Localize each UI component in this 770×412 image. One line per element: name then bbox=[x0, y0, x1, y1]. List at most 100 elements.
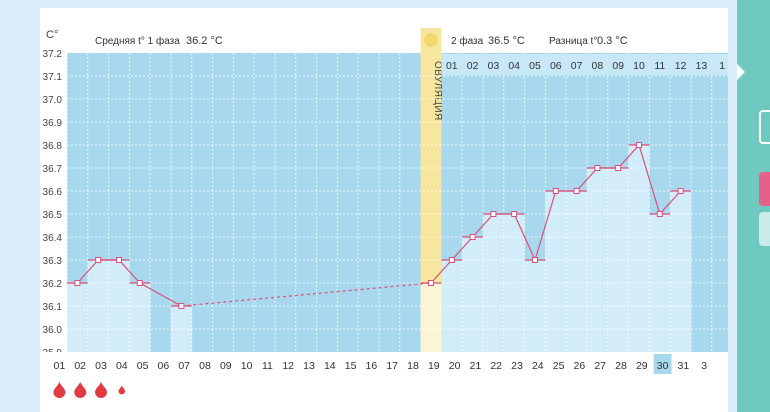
diff-value: 0.3 °C bbox=[597, 35, 628, 47]
temperature-point bbox=[116, 257, 122, 263]
x-tick-label: 11 bbox=[262, 360, 273, 372]
x-tick-label: 02 bbox=[74, 360, 86, 372]
temperature-bar bbox=[171, 306, 192, 352]
temperature-point bbox=[95, 257, 102, 263]
x-tick-label: 27 bbox=[594, 360, 606, 372]
temperature-point bbox=[511, 211, 518, 217]
temperature-point bbox=[136, 280, 143, 286]
x-tick-label: 13 bbox=[303, 360, 315, 372]
x-tick-label: 23 bbox=[511, 360, 523, 372]
temperature-bar bbox=[670, 191, 691, 352]
x-tick-label: 24 bbox=[532, 360, 544, 372]
x-tick-label: 15 bbox=[345, 360, 357, 372]
x-tick-label: 21 bbox=[470, 360, 482, 372]
temperature-bar bbox=[87, 260, 109, 352]
collapse-arrow-icon[interactable] bbox=[737, 64, 745, 80]
phase2-day-label: 08 bbox=[592, 60, 604, 72]
chart-panel: C° Средняя t° 1 фаза 36.2 °C 2 фаза 36.5… bbox=[40, 8, 728, 412]
temperature-point bbox=[448, 257, 455, 263]
temperature-bar bbox=[566, 191, 587, 352]
temperature-point bbox=[573, 188, 580, 194]
x-tick-label: 29 bbox=[636, 360, 648, 372]
y-tick-label: 36.7 bbox=[43, 164, 63, 175]
blood-drop-icon bbox=[118, 385, 126, 395]
temperature-point bbox=[656, 211, 663, 217]
temperature-point bbox=[636, 142, 642, 148]
y-tick-label: 36.2 bbox=[43, 279, 63, 290]
y-tick-label: 36.3 bbox=[43, 256, 63, 267]
phase1-value: 36.2 °C bbox=[186, 35, 223, 47]
ovulation-band bbox=[420, 28, 442, 352]
phase1-label: Средняя t° 1 фаза bbox=[95, 35, 180, 47]
phase2-value: 36.5 °C bbox=[488, 35, 525, 47]
x-tick-label: 03 bbox=[95, 360, 107, 372]
x-tick-label: 05 bbox=[137, 360, 149, 372]
phase2-day-label: 10 bbox=[633, 60, 645, 72]
temperature-point bbox=[677, 188, 684, 194]
temperature-bar bbox=[462, 237, 483, 352]
x-tick-label: 28 bbox=[615, 360, 627, 372]
x-tick-label: 18 bbox=[407, 360, 419, 372]
phase2-day-label: 1 bbox=[719, 60, 725, 72]
chart-header: C° Средняя t° 1 фаза 36.2 °C 2 фаза 36.5… bbox=[40, 28, 728, 51]
x-tick-label: 26 bbox=[574, 360, 586, 372]
unit-label: C° bbox=[46, 29, 58, 41]
phase2-day-label: 09 bbox=[612, 60, 624, 72]
phase2-day-label: 07 bbox=[571, 60, 583, 72]
highlight-day-box bbox=[653, 354, 672, 374]
x-axis-area bbox=[40, 352, 728, 412]
phase2-day-label: 11 bbox=[654, 60, 665, 72]
temperature-point bbox=[552, 188, 559, 194]
temperature-point bbox=[615, 165, 622, 171]
temperature-bar bbox=[545, 191, 567, 352]
temperature-bar bbox=[628, 145, 650, 352]
phase2-day-row bbox=[441, 54, 728, 75]
x-tick-label: 06 bbox=[158, 360, 170, 372]
x-tick-label: 16 bbox=[366, 360, 378, 372]
temperature-bar bbox=[129, 283, 151, 352]
temperature-point bbox=[594, 165, 601, 171]
temperature-bar bbox=[67, 283, 88, 352]
x-tick-label: 22 bbox=[490, 360, 502, 372]
sidebar-pale-button[interactable] bbox=[759, 212, 770, 246]
x-tick-label: 20 bbox=[449, 360, 461, 372]
x-tick-label: 3 bbox=[701, 360, 707, 372]
x-tick-label: 31 bbox=[678, 360, 690, 372]
phase2-day-label: 02 bbox=[467, 60, 479, 72]
y-tick-label: 36.1 bbox=[43, 302, 63, 313]
sidebar-control[interactable] bbox=[759, 110, 770, 144]
x-tick-label: 07 bbox=[178, 360, 190, 372]
temperature-point bbox=[490, 211, 497, 217]
blood-drop-icon bbox=[95, 382, 107, 398]
x-tick-label: 08 bbox=[199, 360, 211, 372]
x-tick-label: 19 bbox=[428, 360, 440, 372]
x-tick-label: 30 bbox=[657, 360, 669, 372]
y-tick-label: 37.0 bbox=[43, 95, 63, 106]
temperature-bar bbox=[483, 214, 504, 352]
right-sidebar bbox=[737, 0, 770, 412]
phase2-day-label: 03 bbox=[488, 60, 500, 72]
x-tick-label: 14 bbox=[324, 360, 336, 372]
y-tick-label: 36.5 bbox=[43, 210, 63, 221]
x-tick-label: 25 bbox=[553, 360, 565, 372]
x-tick-label: 12 bbox=[282, 360, 294, 372]
temperature-point bbox=[428, 280, 434, 286]
blood-drop-icon bbox=[74, 382, 87, 398]
header-bar bbox=[40, 28, 728, 51]
diff-label: Разница t° bbox=[549, 36, 597, 47]
ovulation-bar bbox=[420, 283, 442, 352]
temperature-point bbox=[178, 303, 185, 309]
phase2-day-label: 05 bbox=[529, 60, 541, 72]
y-tick-label: 36.6 bbox=[43, 187, 63, 198]
y-tick-label: 37.1 bbox=[43, 72, 63, 83]
temperature-point bbox=[469, 234, 476, 240]
ovulation-label: ОВУЛЯЦИЯ bbox=[432, 61, 443, 121]
x-tick-label: 10 bbox=[241, 360, 253, 372]
temperature-point bbox=[532, 257, 538, 263]
temperature-bar bbox=[607, 168, 629, 352]
ovulation-dot-icon bbox=[424, 33, 438, 47]
x-tick-label: 09 bbox=[220, 360, 232, 372]
y-tick-label: 36.0 bbox=[43, 325, 63, 336]
sidebar-pink-button[interactable] bbox=[759, 172, 770, 206]
y-tick-label: 36.8 bbox=[43, 141, 63, 152]
